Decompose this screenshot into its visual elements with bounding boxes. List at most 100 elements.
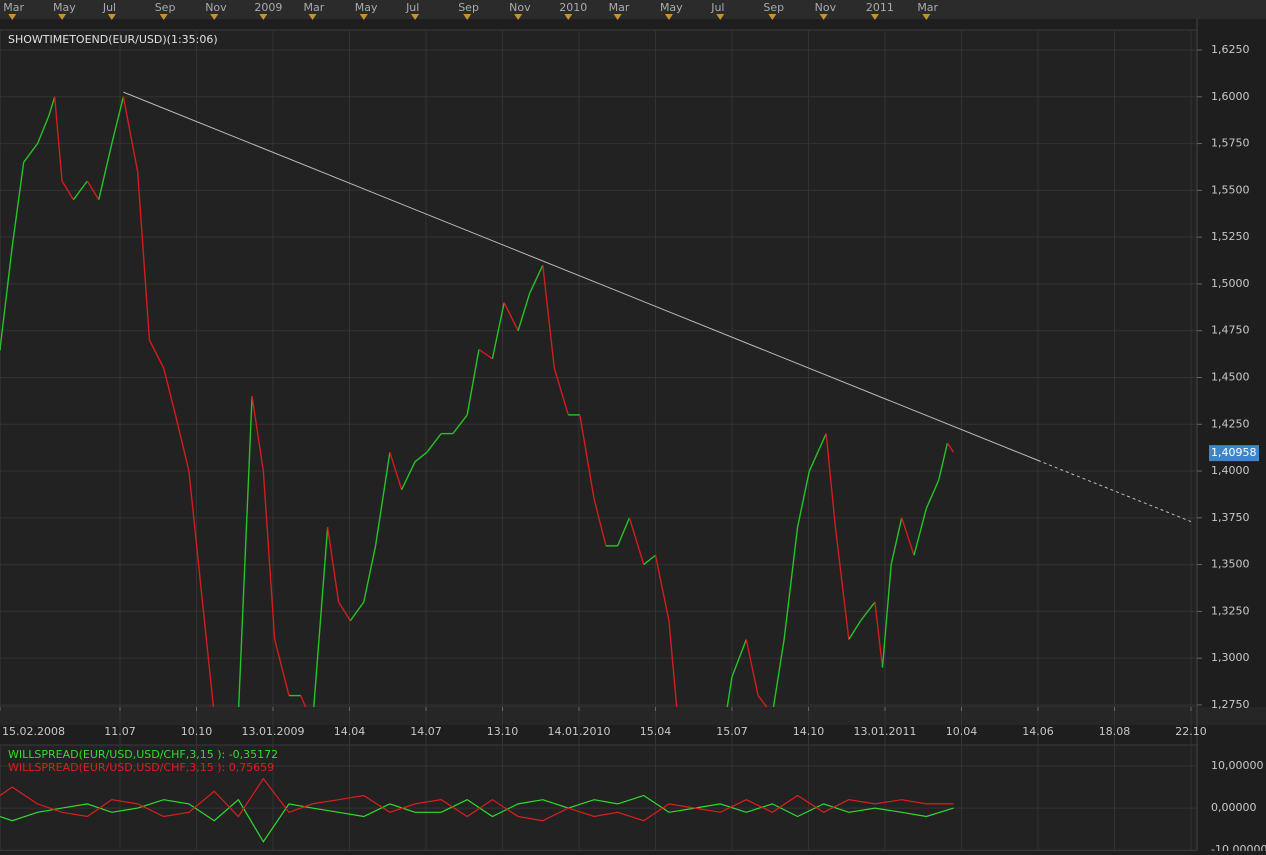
price-segment [491,302,505,359]
top-tick-marker [259,14,268,20]
price-segment [300,695,307,707]
price-segment [796,470,811,528]
price-segment [834,527,850,640]
price-segment [452,414,468,435]
x-tick-label: 15.07 [716,725,748,738]
top-tick-label: Mar [917,1,938,14]
price-segment [478,348,493,360]
price-segment [825,433,837,528]
price-segment [503,302,519,332]
legend-entry: WILLSPREAD(EUR/USD,USD/CHF,3,15 ): 0,756… [8,761,274,774]
price-segment [860,601,876,622]
top-tick-label: May [355,1,378,14]
price-segment [53,96,63,182]
x-tick-label: 14.04 [334,725,366,738]
top-tick-marker [8,14,17,20]
top-tick-label: 2010 [559,1,587,14]
top-tick-label: Jul [102,1,116,14]
x-tick-label: 22.10 [1175,725,1207,738]
price-segment [188,470,202,584]
chart-title: SHOWTIMETOEND(EUR/USD)(1:35:06) [8,33,218,46]
price-segment [136,171,151,341]
top-tick-marker [58,14,67,20]
price-segment [262,470,276,640]
price-segment [874,601,884,668]
price-segment [400,461,416,491]
price-segment [48,96,56,116]
x-tick-label: 13.01.2011 [854,725,917,738]
indicator-plot [0,777,954,843]
y-tick-label: 1,6250 [1211,43,1250,56]
price-segment [163,367,177,416]
price-segment [111,96,125,144]
price-segment [174,414,190,472]
price-segment [668,620,678,707]
top-tick-label: May [53,1,76,14]
price-segment [326,527,340,603]
price-segment [593,498,607,547]
price-segment [36,115,50,144]
x-tick-label: 13.01.2009 [242,725,305,738]
price-plot [0,91,1192,707]
top-tick-label: Nov [205,1,227,14]
y-tick-label: -10,00000 [1211,843,1266,851]
x-tick-label: 14.06 [1022,725,1054,738]
top-tick-marker [716,14,725,20]
price-segment [466,349,480,416]
price-segment [946,442,955,453]
top-tick-marker [159,14,168,20]
y-tick-label: 1,3250 [1211,604,1250,617]
date-axis-strip [0,707,1266,725]
top-tick-label: 2011 [866,1,894,14]
y-tick-label: 0,00000 [1211,801,1257,814]
price-segment [553,367,569,416]
top-tick-label: Mar [304,1,325,14]
price-segment [579,414,595,500]
x-tick-label: 15.04 [640,725,672,738]
price-segment [251,396,265,472]
top-tick-label: Mar [3,1,24,14]
y-tick-label: 1,4750 [1211,324,1250,337]
last-price-label: 1,40958 [1211,446,1257,459]
price-segment [72,180,88,201]
x-tick-label: 10.10 [181,725,213,738]
price-segment [783,527,799,640]
y-tick-label: 10,00000 [1211,759,1264,772]
price-segment [542,265,556,369]
price-segment [414,451,428,463]
x-tick-label: 14.07 [410,725,442,738]
price-segment [757,695,768,707]
price-segment [363,545,377,603]
price-segment [517,293,531,331]
price-segment [881,564,892,668]
y-tick-label: 1,3000 [1211,651,1250,664]
top-tick-label: Sep [458,1,479,14]
x-tick-label: 14.01.2010 [548,725,611,738]
price-segment [389,452,403,490]
y-tick-label: 1,5750 [1211,137,1250,150]
price-segment [745,639,759,696]
y-tick-label: 1,4250 [1211,417,1250,430]
top-tick-label: Sep [155,1,176,14]
y-tick-label: 1,6000 [1211,90,1250,103]
top-time-strip [0,0,1266,19]
top-tick-marker [613,14,622,20]
price-segment [0,246,13,350]
price-segment [772,639,785,707]
top-tick-marker [768,14,777,20]
price-segment [274,639,290,696]
price-segment [199,583,215,707]
top-tick-marker [210,14,219,20]
price-segment [913,508,928,556]
price-segment [337,601,351,622]
price-segment [313,527,329,707]
price-segment [901,517,915,556]
main-panel [0,29,1198,708]
top-tick-label: 2009 [254,1,282,14]
trendline [123,91,1039,461]
top-tick-label: Jul [405,1,419,14]
top-tick-marker [664,14,673,20]
top-tick-marker [107,14,116,20]
x-tick-label: 11.07 [104,725,136,738]
